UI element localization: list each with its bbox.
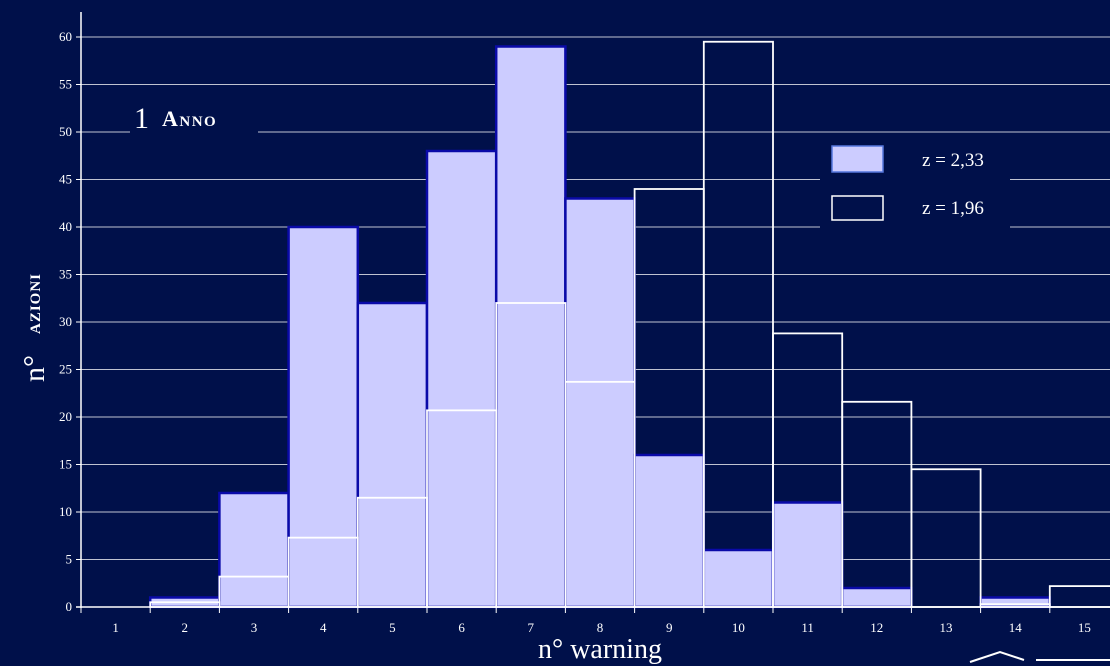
- title-word: Anno: [162, 106, 217, 131]
- corner-pen-icon: [969, 650, 1110, 663]
- y-tick-label: 30: [59, 314, 72, 329]
- bar-z233: [425, 149, 498, 609]
- bar-z233: [771, 501, 844, 609]
- x-tick-label: 6: [458, 620, 465, 635]
- legend-label-z196: z = 1,96: [922, 198, 984, 219]
- y-axis-title: n° azioni: [18, 273, 51, 382]
- bar-z196: [702, 40, 774, 608]
- legend-label-z233: z = 2,33: [922, 150, 984, 171]
- x-tick-label: 4: [320, 620, 327, 635]
- x-tick-label: 1: [112, 620, 119, 635]
- y-tick-label: 10: [59, 504, 72, 519]
- bar-z233: [702, 548, 775, 609]
- series-z233-bars: [148, 45, 1052, 609]
- bar-z233: [494, 45, 567, 609]
- y-tick-label: 20: [59, 409, 72, 424]
- x-tick-label: 8: [597, 620, 604, 635]
- y-tick-label: 60: [59, 29, 72, 44]
- y-tick-label: 0: [66, 599, 73, 614]
- y-tick-label: 40: [59, 219, 72, 234]
- x-tick-label: 2: [182, 620, 189, 635]
- y-axis-title-prefix: n°: [18, 355, 51, 382]
- x-tick-label: 11: [801, 620, 814, 635]
- legend-swatch-z233: [831, 145, 884, 173]
- x-tick-label: 9: [666, 620, 673, 635]
- x-tick-label: 5: [389, 620, 396, 635]
- y-tick-label: 50: [59, 124, 72, 139]
- title-backdrop: [130, 100, 258, 134]
- x-tick-labels: 1 2 3 4 5 6 7 8 9 10 11 12 13 14 15: [80, 607, 1091, 635]
- title-number: 1: [134, 102, 149, 135]
- bar-z196: [910, 468, 982, 608]
- y-tick-label: 5: [66, 552, 73, 567]
- y-tick-label: 25: [59, 362, 72, 377]
- bar-z233: [218, 491, 290, 609]
- x-tick-label: 15: [1078, 620, 1091, 635]
- bar-z233: [840, 586, 913, 609]
- x-tick-label: 7: [528, 620, 535, 635]
- bar-z196: [1048, 585, 1110, 608]
- y-tick-label: 15: [59, 457, 72, 472]
- chart-title: 1 Anno: [130, 100, 258, 135]
- bar-z233: [287, 225, 360, 609]
- x-axis-title: n° warning: [538, 634, 662, 665]
- bar-z233: [979, 596, 1052, 609]
- bar-z233: [564, 197, 636, 609]
- x-tick-label: 14: [1009, 620, 1023, 635]
- bar-z196: [841, 400, 913, 608]
- legend: z = 2,33 z = 1,96: [820, 136, 1010, 232]
- x-tick-label: 12: [870, 620, 883, 635]
- legend-swatch-z196: [831, 195, 884, 221]
- y-tick-label: 45: [59, 172, 72, 187]
- y-tick-label: 35: [59, 267, 72, 282]
- axes: [76, 12, 1110, 608]
- x-tick-label: 13: [940, 620, 953, 635]
- bar-z233: [356, 301, 429, 609]
- x-tick-label: 3: [251, 620, 258, 635]
- y-axis-title-word: azioni: [20, 273, 45, 334]
- x-tick-label: 10: [732, 620, 745, 635]
- y-tick-label: 55: [59, 77, 72, 92]
- bar-z233: [633, 453, 706, 609]
- y-tick-labels: 0 5 10 15 20 25 30 35 40 45 50 55 60: [59, 29, 72, 614]
